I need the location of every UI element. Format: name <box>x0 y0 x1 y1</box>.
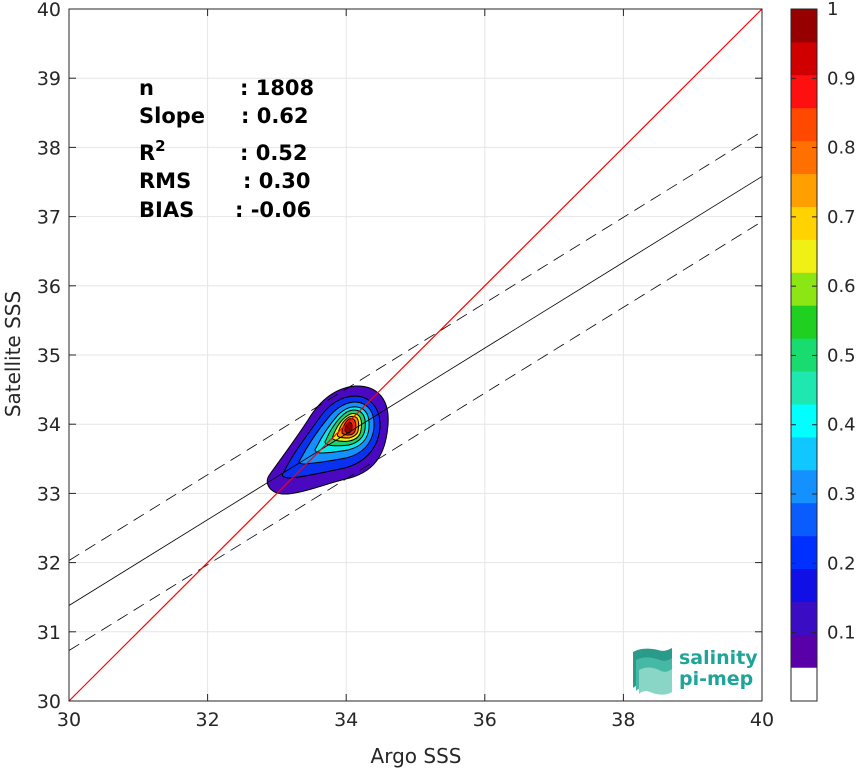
y-tick-label: 36 <box>37 276 61 298</box>
colorbar-segment <box>791 502 817 537</box>
colorbar-segment <box>791 74 817 109</box>
regression-line <box>68 176 763 606</box>
stat-value: : 1808 <box>240 76 314 100</box>
lower-bound-line <box>68 221 763 651</box>
colorbar-segment <box>791 403 817 438</box>
logo-line-1: salinity <box>679 647 758 669</box>
y-tick-label: 32 <box>37 553 61 575</box>
x-tick-label: 30 <box>57 709 81 731</box>
y-tick-label: 34 <box>37 414 61 436</box>
colorbar-tick-label: 0.8 <box>827 138 856 159</box>
x-axis-title: Argo SSS <box>371 744 462 768</box>
identity-line <box>68 8 763 702</box>
upper-bound-line <box>68 131 763 561</box>
colorbar-tick-label: 0.9 <box>827 68 856 89</box>
colorbar-segment <box>791 601 817 635</box>
colorbar-segment <box>791 41 817 76</box>
colorbar-tick-label: 0.7 <box>827 207 856 228</box>
colorbar-segment <box>791 9 817 43</box>
colorbar-segment <box>791 667 817 702</box>
y-tick-label: 39 <box>37 68 61 90</box>
y-tick-label: 35 <box>37 345 61 367</box>
colorbar: 0.1 0.2 0.3 0.4 0.5 0.6 0.7 0.8 0.9 1 <box>790 0 856 702</box>
stat-label: RMS <box>139 169 191 193</box>
axis-ticks: 30 32 34 36 38 40 30 31 32 33 34 35 36 37 38 39 40 <box>37 0 774 731</box>
stat-label: Slope <box>139 104 205 128</box>
x-tick-label: 36 <box>473 709 497 731</box>
stat-value: : 0.52 <box>240 141 308 165</box>
stat-label: R2 <box>139 137 166 165</box>
colorbar-tick-label: 0.5 <box>827 345 856 366</box>
colorbar-segment <box>791 107 817 142</box>
colorbar-segment <box>791 140 817 175</box>
y-tick-label: 40 <box>37 0 61 21</box>
colorbar-segment <box>791 173 817 207</box>
colorbar-segment <box>791 305 817 339</box>
colorbar-segment <box>791 634 817 668</box>
colorbar-tick-label: 1 <box>827 0 838 20</box>
colorbar-segment <box>791 535 817 570</box>
colorbar-tick-label: 0.3 <box>827 484 856 505</box>
wave-logo-icon <box>633 648 672 695</box>
logo-line-2: pi-mep <box>679 668 753 690</box>
y-tick-label: 33 <box>37 483 61 505</box>
colorbar-tick-label: 0.6 <box>827 276 856 297</box>
colorbar-segment <box>791 206 817 240</box>
x-tick-label: 38 <box>611 709 635 731</box>
y-tick-label: 38 <box>37 137 61 159</box>
x-tick-label: 34 <box>334 709 358 731</box>
density-contours <box>266 385 389 495</box>
y-tick-label: 30 <box>37 691 61 713</box>
stat-label: n <box>139 76 154 100</box>
stat-label: BIAS <box>139 198 194 222</box>
y-tick-label: 31 <box>37 622 61 644</box>
colorbar-tick-label: 0.4 <box>827 415 856 436</box>
colorbar-segment <box>791 568 817 602</box>
stat-value: : -0.06 <box>235 198 311 222</box>
colorbar-segment <box>791 469 817 504</box>
y-tick-label: 37 <box>37 207 61 229</box>
regression-lines <box>68 8 763 702</box>
x-tick-label: 40 <box>750 709 774 731</box>
colorbar-segment <box>791 338 817 372</box>
colorbar-tick-label: 0.2 <box>827 553 856 574</box>
colorbar-segment <box>791 239 817 273</box>
stat-value: : 0.62 <box>241 104 309 128</box>
y-axis-title: Satellite SSS <box>1 291 25 417</box>
colorbar-segment <box>791 436 817 471</box>
salinity-pi-mep-logo: salinity pi-mep <box>633 647 758 695</box>
statistics-box: n : 1808 Slope : 0.62 R2 : 0.52 RMS : 0.30 BIAS:… <box>139 76 314 222</box>
stat-value: : 0.30 <box>243 169 311 193</box>
colorbar-segment <box>791 371 817 405</box>
colorbar-tick-label: 0.1 <box>827 623 856 644</box>
colorbar-segment <box>791 272 817 306</box>
x-tick-label: 32 <box>196 709 220 731</box>
